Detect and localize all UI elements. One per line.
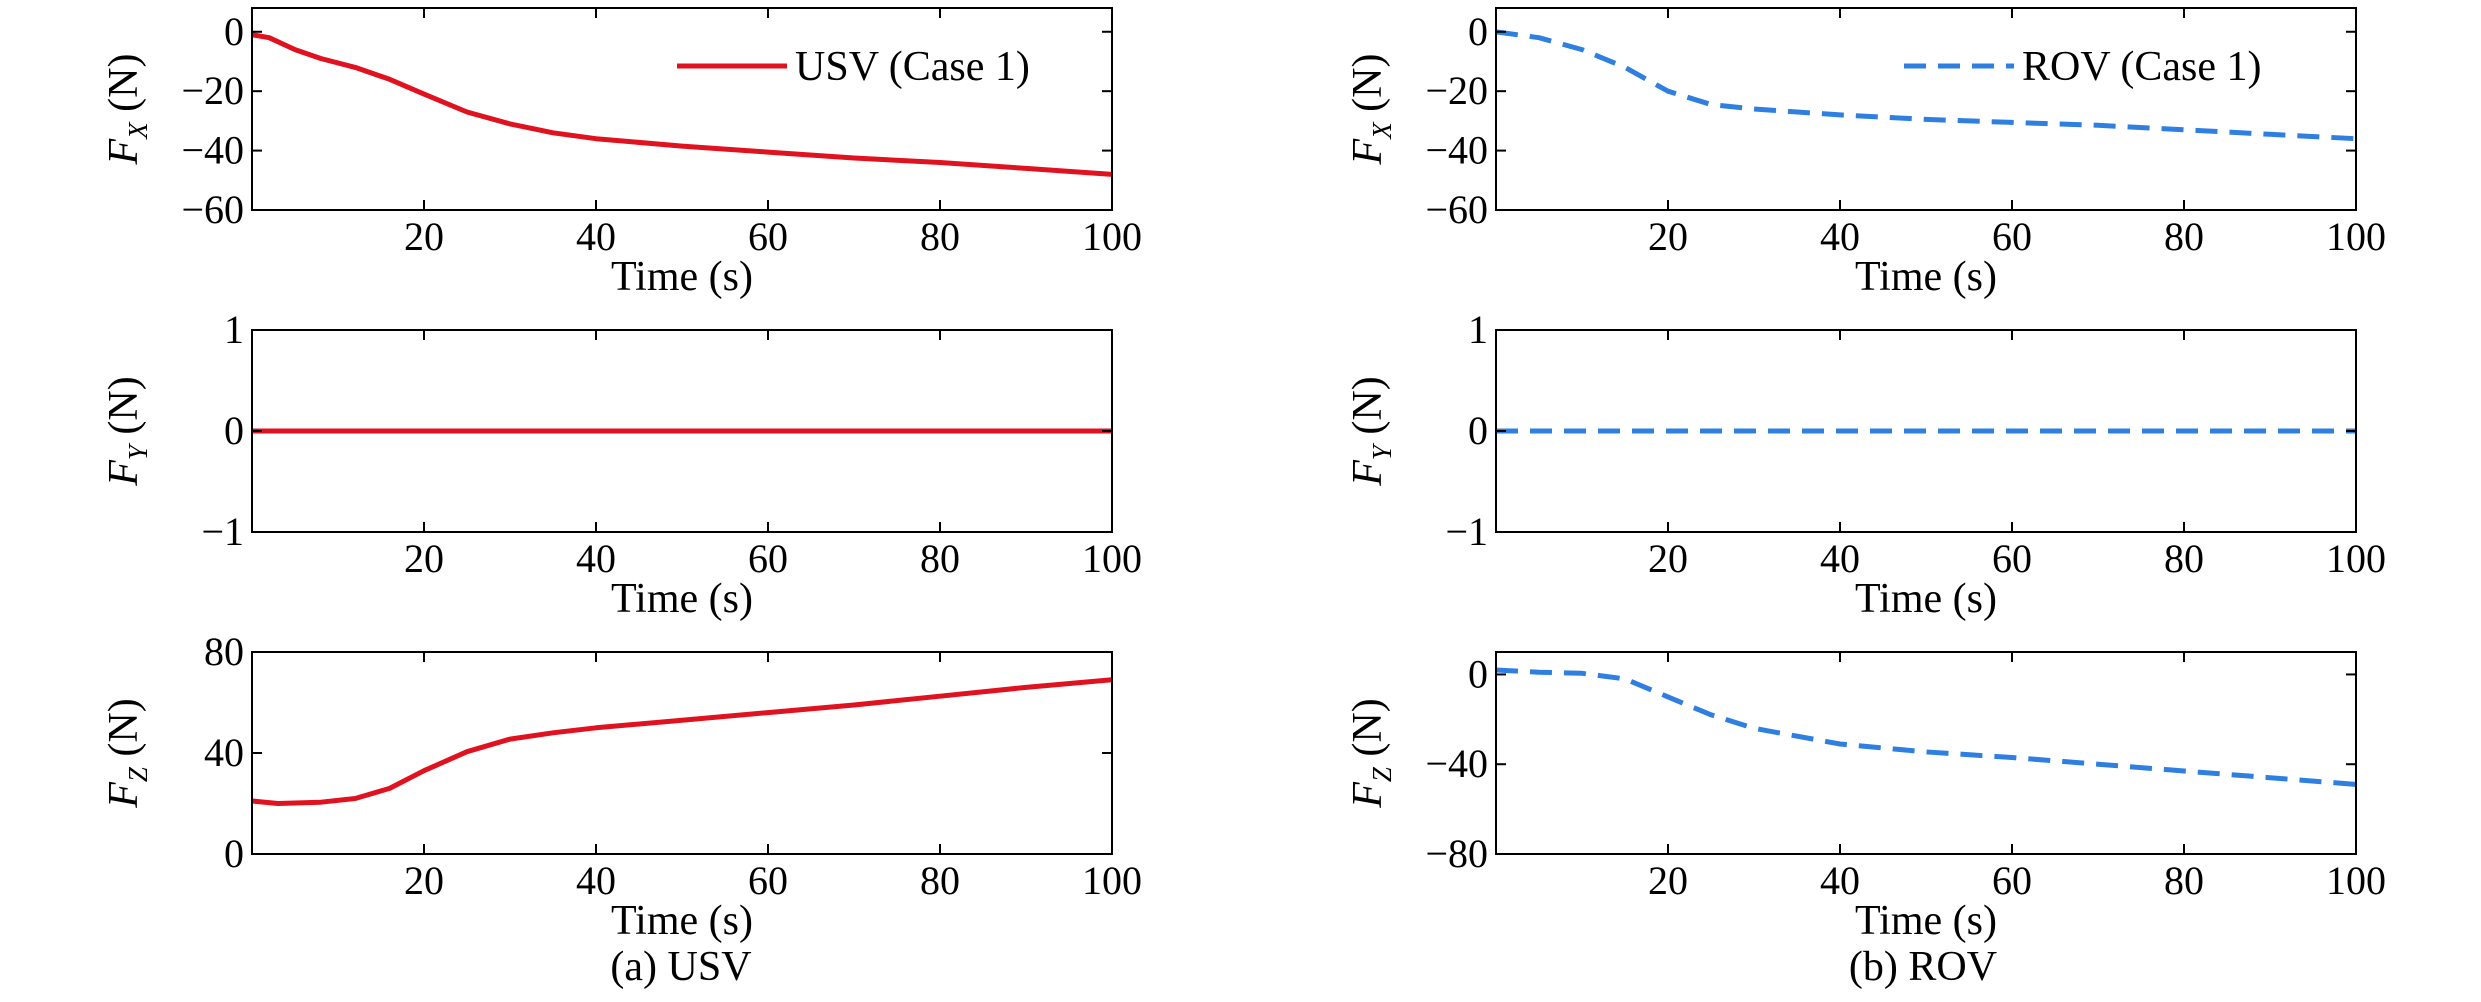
y-axis-subscript: Z — [123, 766, 153, 782]
x-tick-label: 80 — [920, 214, 960, 259]
y-tick-label: −40 — [181, 128, 244, 173]
y-axis-symbol: F — [1345, 782, 1391, 809]
y-axis-unit: (N) — [101, 54, 147, 123]
x-tick-label: 100 — [1082, 858, 1142, 903]
y-tick-label: 1 — [1468, 307, 1488, 352]
y-tick-label: −1 — [1445, 509, 1488, 554]
y-axis-subscript: X — [1367, 121, 1397, 140]
x-tick-label: 80 — [2164, 858, 2204, 903]
panel-b-fx: 20 40 60 80 100 0 −20 −40 −60 Time (s) FX (N) ROV (… — [1345, 7, 2386, 300]
plot-frame — [251, 7, 1113, 211]
x-tick-label: 100 — [2326, 858, 2386, 903]
y-axis-unit: (N) — [1345, 698, 1391, 767]
y-axis-unit: (N) — [101, 698, 147, 767]
x-tick-label: 20 — [1648, 214, 1688, 259]
y-axis-label: FZ (N) — [1345, 698, 1397, 809]
x-axis-label: Time (s) — [611, 576, 753, 622]
panel-a-fx: 20 40 60 80 100 0 −20 −40 −60 Time (s) FX (N) USV (… — [101, 7, 1142, 300]
x-tick-label: 20 — [404, 858, 444, 903]
x-tick-label: 40 — [576, 858, 616, 903]
y-axis-symbol: F — [101, 460, 147, 487]
panel-b-fz: 20 40 60 80 100 0 −40 −80 Time (s) FZ (N) — [1345, 651, 2386, 944]
x-tick-label: 20 — [1648, 858, 1688, 903]
x-tick-label: 20 — [404, 214, 444, 259]
y-axis-subscript: Z — [1367, 766, 1397, 782]
x-tick-label: 40 — [1820, 858, 1860, 903]
panel-a-fz: 20 40 60 80 100 80 40 0 Time (s) FZ (N) — [101, 629, 1142, 944]
y-tick-label: −20 — [1425, 68, 1488, 113]
x-tick-label: 80 — [920, 536, 960, 581]
plot-frame — [1495, 7, 2357, 211]
x-tick-label: 20 — [1648, 536, 1688, 581]
x-tick-label: 100 — [1082, 214, 1142, 259]
x-tick-label: 80 — [2164, 214, 2204, 259]
x-axis-label: Time (s) — [611, 254, 753, 300]
y-axis-unit: (N) — [101, 376, 147, 445]
x-tick-label: 100 — [1082, 536, 1142, 581]
y-tick-label: −40 — [1425, 741, 1488, 786]
y-tick-label: 1 — [224, 307, 244, 352]
y-axis-symbol: F — [1345, 460, 1391, 487]
y-tick-label: 0 — [224, 9, 244, 54]
x-tick-label: 80 — [2164, 536, 2204, 581]
y-axis-label: FX (N) — [101, 54, 153, 166]
y-axis-symbol: F — [101, 138, 147, 165]
legend-label: USV (Case 1) — [795, 44, 1030, 90]
series-line-a-fx-0 — [252, 32, 1112, 177]
y-axis-label: FX (N) — [1345, 54, 1397, 166]
plot-frame — [251, 651, 1113, 855]
y-tick-label: −40 — [1425, 128, 1488, 173]
y-tick-label: −60 — [181, 187, 244, 232]
series-line-b-fz-0 — [1496, 667, 2356, 787]
y-axis-symbol: F — [1345, 138, 1391, 165]
y-axis-label: FZ (N) — [101, 698, 153, 809]
x-tick-label: 40 — [1820, 536, 1860, 581]
series-line-a-fz-0 — [252, 677, 1112, 806]
x-tick-label: 60 — [748, 536, 788, 581]
caption-b: (b) ROV — [1849, 944, 1997, 990]
x-tick-label: 80 — [920, 858, 960, 903]
y-tick-label: −60 — [1425, 187, 1488, 232]
y-axis-subscript: Y — [123, 442, 153, 460]
x-axis-label: Time (s) — [611, 898, 753, 944]
panel-a-fy: 20 40 60 80 100 1 0 −1 Time (s) FY (N) — [101, 307, 1142, 622]
y-axis-symbol: F — [101, 782, 147, 809]
y-axis-unit: (N) — [1345, 54, 1391, 123]
y-tick-label: −1 — [201, 509, 244, 554]
y-axis-label: FY (N) — [101, 376, 153, 487]
x-axis-label: Time (s) — [1855, 576, 1997, 622]
y-axis-label: FY (N) — [1345, 376, 1397, 487]
x-tick-label: 100 — [2326, 214, 2386, 259]
series-line-b-fx-0 — [1496, 29, 2356, 142]
y-tick-label: 0 — [1468, 408, 1488, 453]
y-tick-label: −20 — [181, 68, 244, 113]
panel-b-fy: 20 40 60 80 100 1 0 −1 Time (s) FY (N) — [1345, 307, 2386, 622]
plot-frame — [1495, 651, 2357, 855]
x-tick-label: 60 — [748, 214, 788, 259]
caption-a: (a) USV — [610, 944, 751, 990]
y-tick-label: 0 — [1468, 9, 1488, 54]
x-tick-label: 40 — [576, 214, 616, 259]
y-tick-label: 0 — [224, 408, 244, 453]
x-axis-label: Time (s) — [1855, 254, 1997, 300]
y-tick-label: 0 — [224, 831, 244, 876]
x-tick-label: 100 — [2326, 536, 2386, 581]
y-tick-label: 0 — [1468, 651, 1488, 696]
x-tick-label: 60 — [1992, 858, 2032, 903]
y-axis-subscript: Y — [1367, 442, 1397, 460]
x-axis-label: Time (s) — [1855, 898, 1997, 944]
y-tick-label: −80 — [1425, 831, 1488, 876]
y-tick-label: 40 — [204, 730, 244, 775]
x-tick-label: 40 — [1820, 214, 1860, 259]
y-axis-unit: (N) — [1345, 376, 1391, 445]
legend-label: ROV (Case 1) — [2022, 44, 2262, 90]
x-tick-label: 60 — [1992, 536, 2032, 581]
x-tick-label: 60 — [1992, 214, 2032, 259]
x-tick-label: 60 — [748, 858, 788, 903]
x-tick-label: 20 — [404, 536, 444, 581]
y-tick-label: 80 — [204, 629, 244, 674]
x-tick-label: 40 — [576, 536, 616, 581]
y-axis-subscript: X — [123, 121, 153, 140]
